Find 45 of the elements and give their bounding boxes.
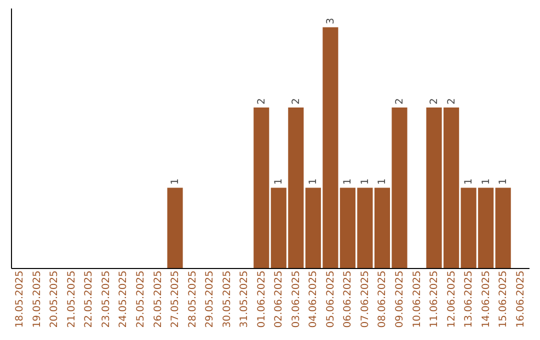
x-tick-label: 01.06.2025 (256, 270, 268, 328)
data-label: 1 (274, 178, 285, 185)
data-label: 2 (290, 98, 302, 105)
x-tick-label: 30.05.2025 (222, 270, 233, 328)
x-tick-label: 18.05.2025 (14, 270, 26, 328)
data-label: 1 (377, 178, 388, 185)
x-tick-label: 22.05.2025 (84, 270, 95, 328)
data-label: 2 (394, 98, 406, 105)
data-label: 2 (256, 98, 268, 105)
x-tick-label: 04.06.2025 (308, 270, 320, 328)
data-label: 2 (429, 98, 440, 105)
x-tick-label: 26.05.2025 (152, 270, 164, 328)
x-tick-label: 21.05.2025 (66, 270, 78, 328)
x-tick-label: 27.05.2025 (170, 270, 182, 328)
x-tick-label: 20.05.2025 (49, 270, 60, 328)
x-tick-label: 08.06.2025 (377, 270, 388, 328)
x-tick-label: 06.06.2025 (342, 270, 354, 328)
data-label: 1 (464, 178, 475, 185)
data-label: 1 (360, 178, 371, 185)
data-label: 1 (342, 178, 354, 185)
x-tick-label: 03.06.2025 (290, 270, 302, 328)
x-tick-label: 23.05.2025 (100, 270, 112, 328)
x-tick-label: 11.06.2025 (429, 270, 440, 328)
x-tick-label: 19.05.2025 (32, 270, 43, 328)
x-tick-label: 09.06.2025 (394, 270, 406, 328)
x-tick-label: 14.06.2025 (480, 270, 492, 328)
x-tick-label: 13.06.2025 (464, 270, 475, 328)
data-label: 1 (498, 178, 510, 185)
x-tick-label: 28.05.2025 (187, 270, 198, 328)
x-tick-label: 25.05.2025 (136, 270, 146, 328)
x-tick-label: 05.06.2025 (325, 270, 336, 328)
x-tick-label: 24.05.2025 (118, 270, 130, 328)
x-tick-label: 29.05.2025 (204, 270, 216, 328)
data-label: 1 (480, 178, 492, 185)
x-tick-label: 31.05.2025 (239, 270, 250, 328)
x-tick-label: 10.06.2025 (412, 270, 423, 328)
data-label: 1 (308, 178, 320, 185)
x-tick-label: 07.06.2025 (360, 270, 371, 328)
x-tick-label: 02.06.2025 (274, 270, 285, 328)
data-label: 1 (170, 178, 182, 185)
data-label: 3 (325, 18, 336, 24)
x-tick-label: 15.06.2025 (498, 270, 510, 328)
x-tick-label: 16.06.2025 (515, 270, 526, 328)
x-tick-label: 12.06.2025 (446, 270, 458, 328)
data-label: 2 (446, 98, 458, 105)
